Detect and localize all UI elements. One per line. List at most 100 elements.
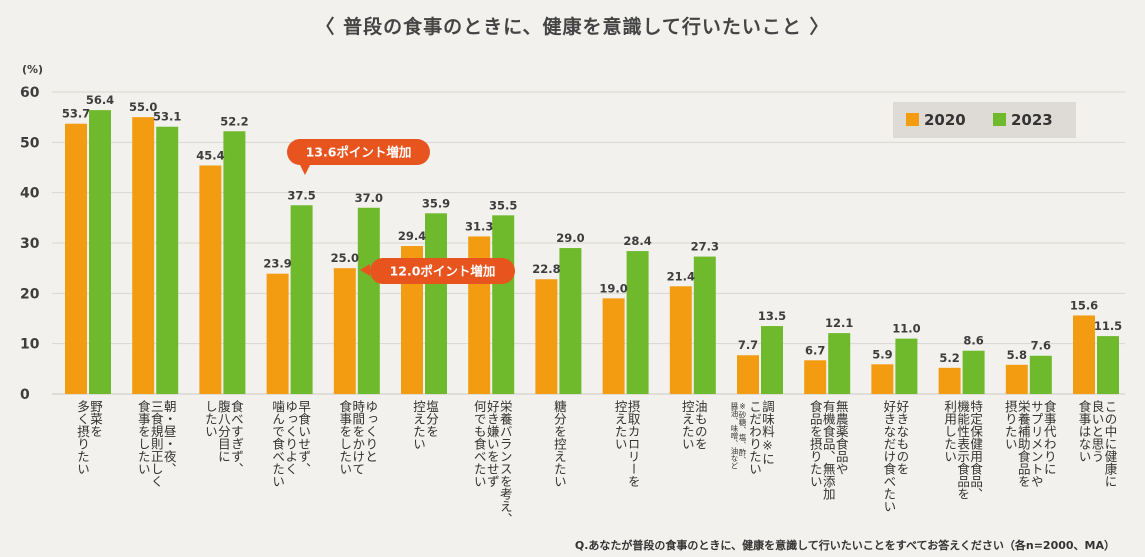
bar-2023 [693, 256, 716, 394]
bar-2020 [1073, 315, 1095, 394]
value-label-2020: 31.3 [465, 219, 493, 233]
category-label: したい [203, 400, 218, 438]
value-label-2023: 29.0 [556, 231, 584, 245]
footnote: Q.あなたが普段の食事のときに、健康を意識して行いたいことをすべてお答えください… [574, 539, 1115, 552]
callout-pointer [300, 165, 310, 175]
y-tick-label: 50 [20, 135, 40, 151]
callouts: 13.6ポイント増加 12.0ポイント増加 [287, 139, 515, 284]
legend-label-2023: 2023 [1011, 111, 1053, 129]
bar-2023 [492, 215, 515, 394]
callout-bubble [287, 139, 430, 165]
value-label-2023: 11.0 [892, 322, 920, 336]
value-label-2023: 12.1 [825, 316, 853, 330]
category-label: 食品を摂りたい [808, 399, 823, 488]
bar-2023 [761, 326, 783, 394]
category-label: 塩分を [424, 399, 439, 438]
legend: 2020 2023 [893, 102, 1076, 138]
category-label: この中に健康に [1103, 400, 1118, 488]
category-label: 好き嫌いをせず [485, 400, 500, 488]
value-label-2020: 29.4 [398, 229, 426, 243]
value-label-2020: 53.7 [62, 107, 90, 121]
category-label: 好きなだけ食べたい [881, 400, 896, 513]
category-label: 良いと思う [1090, 399, 1105, 463]
category-label: 三食規則正しく [149, 400, 164, 488]
bar-2023 [1097, 336, 1119, 394]
category-label: ゆっくりよく [283, 400, 298, 475]
y-tick-label: 60 [20, 85, 40, 101]
category-label: 特定保健用食品、 [968, 399, 983, 500]
callout-text: 13.6ポイント増加 [306, 145, 412, 160]
category-label: サプリメントや [1029, 400, 1044, 488]
category-label: 食事をしたい [337, 399, 352, 475]
value-labels: 53.756.4 55.053.1 45.4 52.2 23.9 37.5 25.0 37.0… [62, 93, 1122, 365]
value-label-2020: 55.0 [129, 100, 157, 114]
y-axis: 0 10 20 30 40 50 60 (%) [20, 63, 43, 403]
category-label: 食事はない [1077, 399, 1092, 463]
value-label-2023: 52.2 [220, 114, 248, 128]
y-tick-label: 30 [20, 236, 40, 252]
bar-2020 [804, 360, 827, 394]
bar-2020 [737, 355, 759, 394]
category-note: ※砂糖、塩、酢、 [738, 402, 747, 464]
category-label: 調味料※に [760, 400, 775, 465]
value-label-2020: 22.8 [532, 262, 560, 276]
value-label-2020: 5.8 [1007, 348, 1027, 362]
category-label: 多く摂りたい [75, 400, 90, 475]
bar-2023 [962, 350, 985, 394]
legend-box [893, 102, 1076, 138]
category-label: 野菜を [88, 400, 103, 438]
callout-pointer [360, 264, 370, 276]
category-label: 腹八分目に [216, 400, 231, 463]
y-tick-label: 0 [20, 387, 30, 403]
value-label-2020: 15.6 [1070, 298, 1098, 312]
category-label: ゆっくりと [363, 400, 378, 463]
value-label-2020: 5.2 [939, 351, 959, 365]
value-label-2023: 37.5 [287, 188, 315, 202]
value-label-2020: 5.9 [872, 347, 892, 361]
bar-2023 [626, 251, 649, 394]
category-label: 朝・昼・夜、 [162, 400, 177, 475]
bar-2020 [938, 367, 961, 394]
category-label: 無農薬食品や [834, 399, 849, 475]
value-label-2023: 7.6 [1031, 339, 1051, 353]
category-label: 何でも食べたい [472, 399, 487, 488]
bar-2023 [223, 131, 246, 394]
category-label: 食べすぎず、 [229, 399, 244, 475]
category-label: 利用したい [942, 400, 957, 463]
bar-2020 [1005, 364, 1028, 394]
bar-2020 [333, 268, 356, 394]
category-label: 控えたい [680, 400, 695, 450]
category-label: 機能性表示食品を [955, 399, 970, 500]
callout-bubble [370, 258, 515, 284]
y-tick-label: 10 [20, 337, 40, 353]
category-label: 時間をかけて [350, 400, 365, 475]
category-label: 控えたい [613, 400, 628, 450]
value-label-2023: 28.4 [623, 234, 651, 248]
value-label-2023: 11.5 [1094, 319, 1122, 333]
category-label: こだわりたい [747, 400, 762, 475]
bar-2023 [559, 248, 582, 394]
value-label-2020: 45.4 [196, 148, 224, 162]
value-label-2023: 35.9 [422, 196, 450, 210]
category-label: 早食いせず、 [296, 400, 311, 475]
bar-2023 [425, 213, 447, 394]
legend-label-2020: 2020 [924, 111, 966, 129]
y-tick-label: 40 [20, 186, 40, 202]
value-label-2020: 6.7 [805, 343, 825, 357]
bar-2020 [669, 286, 692, 394]
bar-2020 [602, 298, 625, 394]
y-axis-unit: (%) [22, 63, 43, 76]
value-label-2020: 21.4 [667, 269, 695, 283]
value-label-2023: 8.6 [963, 334, 983, 348]
bar-2020 [65, 123, 87, 395]
category-label: 摂取カロリーを [626, 399, 641, 488]
value-label-2020: 23.9 [263, 257, 291, 271]
bar-2020 [132, 117, 155, 395]
category-label: 控えたい [411, 400, 426, 450]
category-note: 醤油、味噌、油など [730, 401, 739, 470]
legend-swatch-2020 [906, 113, 919, 126]
category-label: 摂りたい [1003, 399, 1018, 450]
bar-2023 [357, 207, 380, 394]
